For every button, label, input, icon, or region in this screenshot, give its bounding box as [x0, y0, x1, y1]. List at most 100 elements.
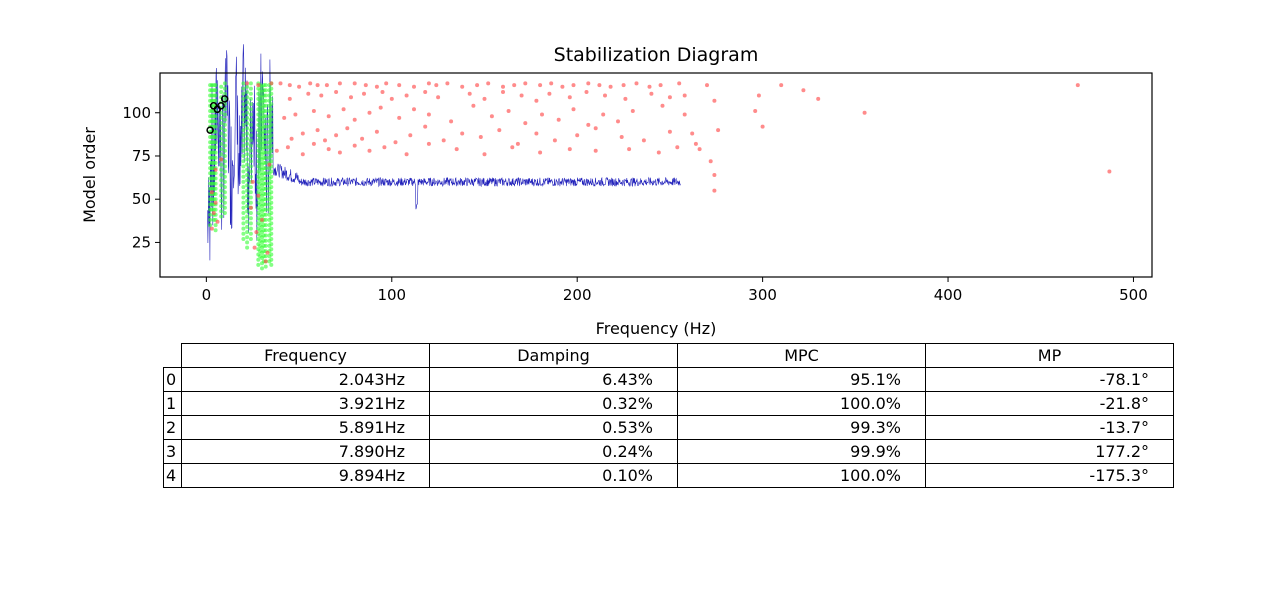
unstable-pole-point: [213, 167, 218, 172]
table-row: 1 3.921Hz 0.32% 100.0% -21.8°: [163, 391, 1174, 416]
stable-pole-point: [245, 183, 250, 188]
stable-pole-point: [269, 221, 274, 226]
unstable-pole-point: [567, 95, 572, 100]
stable-pole-point: [269, 242, 274, 247]
stable-pole-point: [269, 169, 274, 174]
stable-pole-point: [245, 90, 250, 94]
unstable-pole-point: [263, 259, 268, 264]
stable-pole-point: [269, 128, 274, 133]
unstable-pole-point: [619, 135, 624, 139]
stable-pole-point: [263, 124, 268, 129]
unstable-pole-point: [601, 112, 606, 117]
unstable-pole-point: [412, 84, 416, 89]
table-row: 2 5.891Hz 0.53% 99.3% -13.7°: [163, 415, 1174, 440]
stable-pole-point: [263, 207, 268, 212]
stable-pole-point: [263, 109, 268, 113]
unstable-pole-point: [345, 126, 350, 131]
stable-pole-point: [222, 205, 227, 210]
stable-pole-point: [269, 257, 274, 262]
x-tick-label: 100: [377, 286, 406, 304]
unstable-pole-point: [575, 133, 580, 138]
stable-pole-point: [248, 133, 253, 138]
stable-pole-point: [269, 154, 274, 158]
stable-pole-point: [219, 115, 224, 120]
stable-pole-point: [245, 131, 250, 136]
unstable-pole-point: [756, 93, 761, 98]
stable-pole-point: [263, 150, 268, 155]
unstable-pole-point: [586, 122, 591, 127]
stable-pole-point: [248, 102, 253, 107]
cell-damping: 6.43%: [429, 367, 678, 392]
unstable-pole-point: [584, 90, 589, 94]
unstable-pole-point: [219, 157, 224, 162]
stable-pole-point: [245, 110, 250, 115]
stable-pole-point: [222, 96, 227, 101]
cell-damping: 0.24%: [429, 439, 678, 464]
stable-pole-point: [263, 135, 268, 139]
stable-pole-point: [263, 202, 268, 207]
plot-frame: [159, 72, 1153, 278]
table-row: 0 2.043Hz 6.43% 95.1% -78.1°: [163, 367, 1174, 392]
stable-pole-point: [213, 150, 218, 155]
unstable-pole-point: [426, 112, 431, 117]
unstable-pole-point: [608, 84, 613, 89]
stable-pole-point: [222, 138, 227, 143]
unstable-pole-point: [697, 147, 702, 152]
unstable-pole-point: [326, 114, 331, 119]
stable-pole-point: [241, 216, 246, 221]
stable-pole-point: [241, 154, 246, 158]
unstable-pole-point: [260, 217, 264, 222]
stable-pole-point: [263, 166, 268, 171]
unstable-pole-point: [660, 103, 665, 108]
y-tick-label: 50: [132, 190, 151, 208]
stable-pole-point: [219, 141, 224, 146]
y-axis: 25 50 75 100: [122, 104, 160, 251]
stable-pole-point: [248, 117, 253, 122]
unstable-pole-point: [1107, 169, 1112, 174]
stable-pole-point: [222, 112, 227, 117]
cell-damping: 0.10%: [429, 463, 678, 488]
stable-pole-point: [241, 86, 246, 91]
row-index: 0: [163, 367, 182, 392]
stable-pole-point: [263, 176, 268, 181]
stable-pole-point: [222, 211, 227, 215]
stable-pole-point: [241, 185, 246, 190]
stable-pole-point: [248, 231, 253, 236]
stable-pole-point: [245, 121, 250, 126]
stable-pole-point: [248, 81, 253, 86]
stable-pole-point: [219, 131, 224, 136]
unstable-pole-point: [397, 83, 402, 88]
stable-pole-point: [248, 122, 253, 127]
cell-mp: 177.2°: [925, 439, 1174, 464]
unstable-pole-point: [471, 103, 476, 108]
unstable-pole-point: [523, 121, 528, 126]
stable-pole-point: [219, 126, 224, 131]
stable-pole-point: [263, 192, 268, 196]
unstable-pole-point: [382, 145, 387, 150]
unstable-pole-point: [486, 81, 491, 86]
stable-pole-point: [269, 252, 274, 257]
header-mpc: MPC: [677, 343, 926, 368]
stable-pole-point: [269, 96, 274, 101]
unstable-pole-point: [501, 84, 505, 89]
unstable-pole-point: [593, 126, 598, 131]
stable-pole-point: [263, 233, 268, 238]
unstable-pole-point: [287, 83, 292, 88]
stable-pole-point: [245, 245, 250, 250]
unstable-pole-point: [341, 107, 346, 112]
unstable-pole-point: [250, 179, 255, 184]
unstable-pole-point: [708, 159, 713, 164]
unstable-pole-point: [571, 107, 576, 112]
stable-pole-point: [241, 159, 246, 164]
stable-pole-point: [213, 119, 218, 124]
stable-pole-point: [245, 230, 250, 235]
cell-frequency: 9.894Hz: [181, 463, 430, 488]
unstable-pole-point: [211, 211, 216, 215]
unstable-pole-point: [489, 114, 494, 119]
unstable-pole-point: [549, 81, 554, 86]
unstable-pole-point: [627, 147, 632, 152]
unstable-pole-point: [374, 84, 379, 89]
stable-pole-point: [248, 195, 253, 200]
stable-pole-point: [248, 200, 253, 205]
stable-pole-point: [222, 179, 227, 184]
